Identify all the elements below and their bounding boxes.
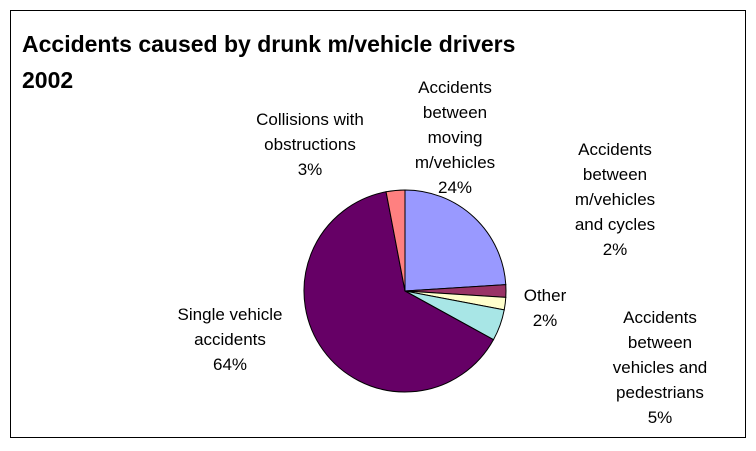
chart-frame xyxy=(10,10,746,438)
slice-name: Accidents between moving m/vehicles xyxy=(414,78,496,172)
slice-name: Collisions with obstructions xyxy=(256,110,364,154)
slice-name: Other xyxy=(523,286,567,305)
pie-slice xyxy=(385,189,406,292)
slice-label: Accidents between moving m/vehicles 24% xyxy=(395,75,515,200)
slice-value: 2% xyxy=(602,240,628,259)
slice-label: Accidents between vehicles and pedestria… xyxy=(595,305,725,430)
slice-value: 64% xyxy=(212,355,248,374)
slice-name: Accidents between vehicles and pedestria… xyxy=(612,308,708,402)
chart-title: Accidents caused by drunk m/vehicle driv… xyxy=(22,31,516,93)
slice-value: 3% xyxy=(297,160,323,179)
slice-label: Accidents between m/vehicles and cycles 2… xyxy=(560,137,670,262)
pie-slice xyxy=(404,189,507,292)
slice-name: Single vehicle accidents xyxy=(177,305,283,349)
slice-value: 24% xyxy=(437,178,473,197)
slice-label: Collisions with obstructions 3% xyxy=(230,107,390,182)
slice-value: 5% xyxy=(647,408,673,427)
pie-slice xyxy=(303,191,495,393)
slice-label: Other 2% xyxy=(515,283,575,333)
slice-value: 2% xyxy=(532,311,558,330)
slice-name: Accidents between m/vehicles and cycles xyxy=(574,140,656,234)
slice-label: Single vehicle accidents 64% xyxy=(155,302,305,377)
